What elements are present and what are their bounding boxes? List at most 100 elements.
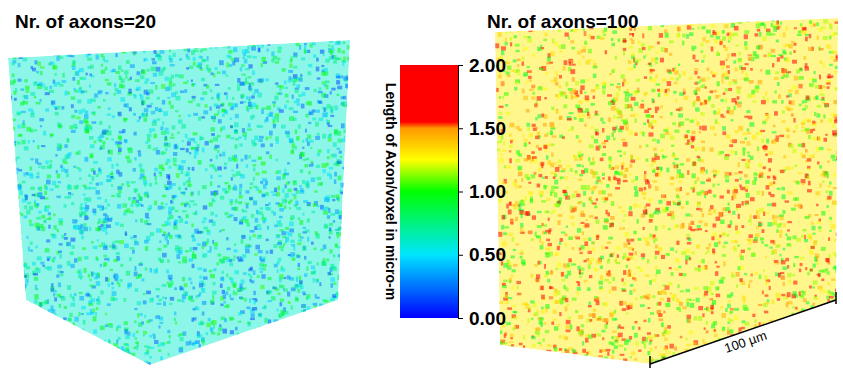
voxel	[17, 141, 21, 144]
voxel	[51, 62, 54, 65]
voxel	[89, 182, 92, 184]
voxel	[104, 207, 107, 209]
voxel	[234, 155, 237, 159]
voxel	[103, 99, 106, 102]
voxel	[107, 180, 112, 182]
voxel	[244, 298, 246, 302]
voxel	[248, 123, 251, 127]
voxel	[141, 70, 146, 75]
voxel	[338, 254, 342, 257]
voxel	[145, 47, 147, 50]
voxel	[234, 185, 236, 188]
voxel	[168, 211, 172, 215]
voxel	[253, 177, 255, 181]
voxel	[175, 110, 178, 112]
voxel	[342, 167, 344, 169]
voxel	[89, 85, 91, 88]
voxel	[106, 175, 110, 178]
voxel	[52, 234, 56, 239]
voxel	[196, 103, 200, 106]
voxel	[345, 205, 349, 208]
voxel	[226, 63, 229, 68]
voxel	[227, 45, 231, 48]
voxel	[64, 331, 66, 334]
voxel	[126, 181, 129, 185]
voxel	[94, 93, 98, 97]
voxel	[35, 159, 38, 164]
voxel	[100, 264, 102, 267]
voxel	[186, 67, 189, 69]
voxel	[200, 67, 202, 69]
voxel	[337, 246, 341, 248]
voxel	[339, 227, 344, 230]
voxel	[181, 124, 186, 129]
voxel	[225, 191, 228, 193]
voxel	[303, 306, 306, 308]
voxel	[140, 313, 143, 316]
voxel	[170, 200, 172, 204]
voxel	[55, 290, 57, 292]
voxel	[75, 358, 78, 362]
voxel	[321, 327, 324, 331]
voxel	[313, 278, 315, 282]
voxel	[65, 169, 69, 173]
voxel	[205, 141, 209, 145]
voxel	[211, 97, 214, 100]
voxel	[250, 267, 253, 270]
voxel	[30, 158, 33, 160]
voxel	[337, 275, 342, 280]
voxel	[304, 45, 306, 49]
voxel	[101, 364, 106, 368]
voxel	[134, 241, 139, 245]
voxel	[211, 355, 215, 359]
voxel	[134, 157, 136, 160]
voxel	[42, 349, 45, 353]
voxel	[301, 57, 305, 60]
voxel	[17, 186, 22, 191]
voxel	[37, 62, 41, 66]
voxel	[71, 40, 73, 44]
voxel	[132, 250, 135, 254]
voxel	[176, 173, 180, 178]
voxel	[93, 273, 98, 275]
voxel	[79, 212, 84, 216]
voxel	[342, 139, 347, 142]
voxel	[188, 101, 192, 103]
voxel	[123, 118, 127, 120]
voxel	[107, 82, 112, 85]
voxel	[39, 99, 41, 102]
voxel	[24, 101, 28, 105]
voxel	[90, 49, 94, 51]
voxel	[49, 256, 51, 259]
voxel	[130, 64, 135, 68]
voxel	[49, 321, 53, 325]
voxel	[310, 147, 312, 149]
voxel	[156, 67, 161, 72]
voxel	[211, 332, 215, 335]
voxel	[334, 179, 336, 184]
voxel	[78, 257, 82, 262]
voxel	[174, 287, 177, 290]
voxel	[140, 45, 145, 50]
voxel	[44, 300, 48, 303]
voxel	[69, 365, 71, 369]
voxel	[338, 41, 341, 45]
voxel	[257, 44, 261, 46]
voxel	[333, 60, 337, 63]
voxel	[70, 126, 73, 129]
voxel	[319, 338, 322, 342]
voxel	[185, 203, 188, 206]
voxel	[48, 335, 53, 339]
voxel	[24, 327, 26, 331]
voxel	[339, 215, 342, 219]
voxel	[49, 347, 53, 350]
voxel	[87, 57, 92, 60]
voxel	[136, 71, 140, 75]
voxel	[68, 195, 71, 199]
voxel	[97, 339, 102, 341]
voxel	[290, 240, 294, 243]
voxel	[314, 190, 317, 192]
voxel	[339, 211, 343, 216]
voxel	[23, 351, 25, 353]
voxel	[282, 199, 287, 204]
